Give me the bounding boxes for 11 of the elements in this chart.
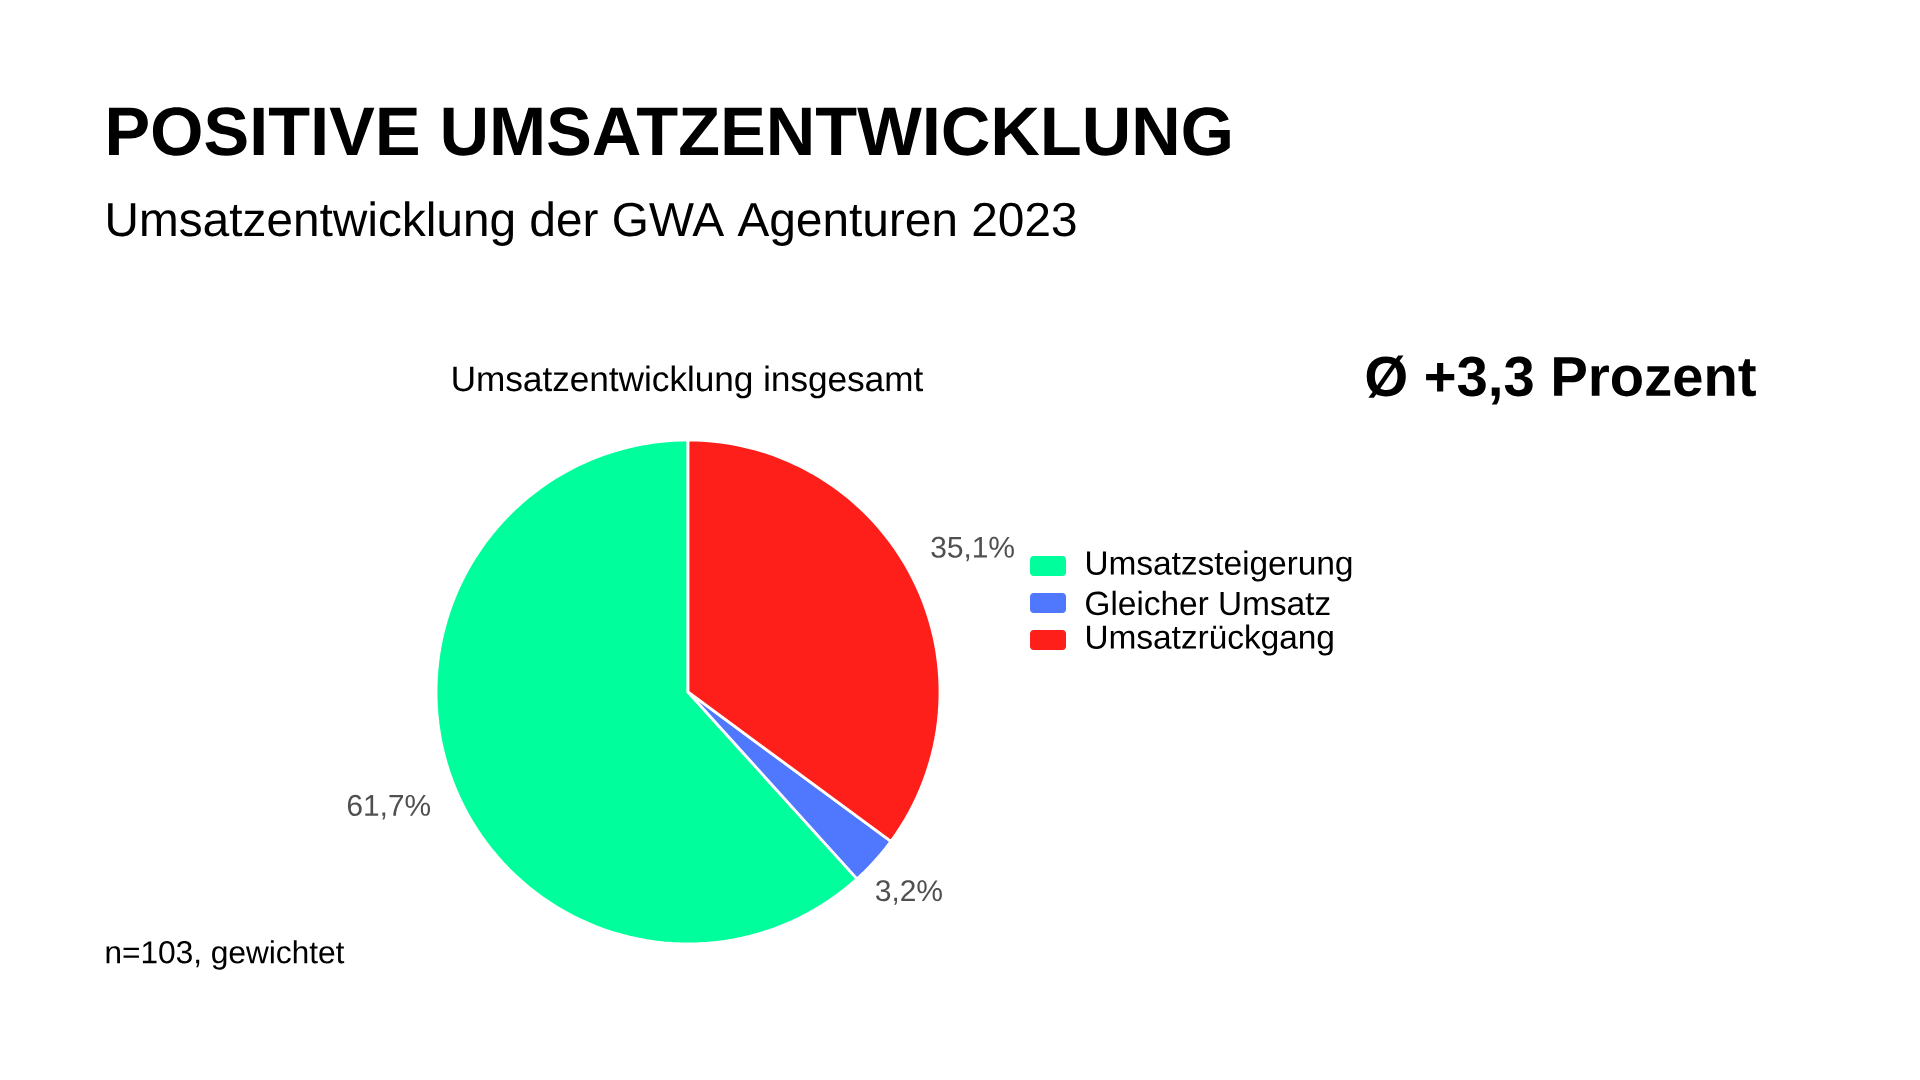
data-label: 3,2% xyxy=(876,880,942,905)
legend-label: Umsatzrückgang xyxy=(1087,624,1333,656)
data-label: 35,1% xyxy=(931,536,1014,562)
text: n=103, gewichtet xyxy=(106,940,345,970)
legend-label: Gleicher Umsatz xyxy=(1086,590,1330,616)
text: POSITIVE UMSATZENTWICKLUNG xyxy=(109,107,1230,156)
text: Ø +3,3 Prozent xyxy=(1366,355,1756,405)
data-label: 61,7% xyxy=(347,794,431,820)
legend-label: Umsatzsteigerung xyxy=(1087,550,1352,582)
chart-title: Umsatzentwicklung insgesamt xyxy=(453,365,924,399)
text: Umsatzentwicklung der GWA Agenturen 2023 xyxy=(108,201,1076,246)
